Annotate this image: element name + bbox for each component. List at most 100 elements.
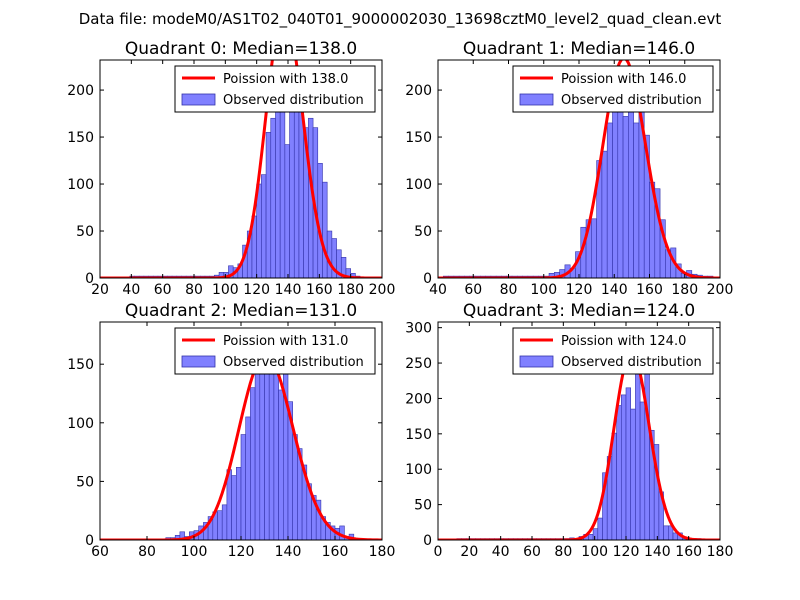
axes-frame bbox=[99, 59, 383, 279]
histogram-bar bbox=[633, 122, 640, 278]
legend: Poission with 124.0 Observed distribution bbox=[512, 327, 714, 375]
legend-line-label: Poission with 131.0 bbox=[223, 334, 348, 349]
x-tick-label: 20 bbox=[91, 282, 109, 298]
plot-area bbox=[438, 60, 720, 278]
histogram-bar bbox=[245, 416, 251, 540]
histogram-bar bbox=[284, 144, 290, 278]
histogram-bar bbox=[259, 352, 265, 540]
x-tick-label: 80 bbox=[185, 282, 203, 298]
x-tick-label: 40 bbox=[492, 544, 510, 560]
y-tick-label: 300 bbox=[405, 321, 432, 337]
legend-line-label: Poission with 146.0 bbox=[561, 72, 686, 87]
y-tick-label: 50 bbox=[414, 224, 432, 240]
y-tick-label: 100 bbox=[67, 177, 94, 193]
histogram-bar bbox=[265, 132, 272, 278]
histogram-bar bbox=[588, 534, 594, 540]
y-tick-label: 150 bbox=[405, 130, 432, 146]
poisson-curve bbox=[438, 60, 720, 278]
quadrant-3-panel: 0 20 40 60 80 100 120 140 160 180 0 50 100 150 200 250 3… bbox=[405, 301, 733, 560]
histogram-bar bbox=[659, 219, 666, 278]
y-tick-label: 150 bbox=[405, 427, 432, 443]
histogram-bar bbox=[597, 517, 603, 540]
histogram-bar bbox=[616, 405, 622, 540]
x-tick-label: 0 bbox=[434, 544, 443, 560]
plot-area bbox=[100, 60, 382, 278]
histogram-bar bbox=[179, 531, 185, 540]
legend-line-label: Poission with 138.0 bbox=[223, 72, 348, 87]
y-tick-label: 200 bbox=[405, 83, 432, 99]
histogram-bar bbox=[292, 434, 298, 540]
legend-bar-label: Observed distribution bbox=[223, 355, 364, 370]
x-tick-label: 140 bbox=[601, 282, 628, 298]
x-tick-label: 100 bbox=[181, 544, 208, 560]
x-tick-label: 80 bbox=[500, 282, 518, 298]
histogram-bar bbox=[625, 387, 631, 540]
x-tick-label: 200 bbox=[369, 282, 396, 298]
histogram-bar bbox=[236, 467, 242, 540]
figure-suptitle: Data file: modeM0/AS1T02_040T01_90000020… bbox=[79, 10, 722, 29]
y-tick-label: 50 bbox=[414, 498, 432, 514]
histogram-bar bbox=[273, 369, 279, 540]
x-tick-label: 120 bbox=[243, 282, 270, 298]
histogram-bar bbox=[268, 352, 275, 540]
x-tick-label: 40 bbox=[429, 282, 447, 298]
x-tick-label: 120 bbox=[228, 544, 255, 560]
histogram-bar bbox=[298, 108, 304, 278]
histogram-bar bbox=[601, 150, 608, 278]
y-tick-label: 250 bbox=[405, 356, 432, 372]
histogram-bar bbox=[231, 475, 237, 540]
histogram-bar bbox=[612, 110, 619, 278]
histogram-bar bbox=[617, 89, 624, 278]
y-tick-label: 50 bbox=[76, 224, 94, 240]
quadrant-1-panel: 40 60 80 100 120 140 160 180 200 0 50 100 150 200 Quad… bbox=[405, 39, 733, 298]
poisson-curve bbox=[100, 60, 382, 278]
axes-frame bbox=[437, 321, 721, 541]
histogram-bar bbox=[279, 91, 286, 278]
x-tick-label: 60 bbox=[464, 282, 482, 298]
y-tick-label: 200 bbox=[405, 391, 432, 407]
y-tick-label: 100 bbox=[67, 416, 94, 432]
y-tick-label: 0 bbox=[85, 533, 94, 549]
histogram-bar bbox=[622, 116, 629, 278]
x-tick-label: 160 bbox=[675, 544, 702, 560]
y-tick-label: 0 bbox=[85, 271, 94, 287]
chart-title: Quadrant 3: Median=124.0 bbox=[463, 301, 695, 321]
x-tick-label: 100 bbox=[581, 544, 608, 560]
x-tick-label: 80 bbox=[554, 544, 572, 560]
x-tick-label: 140 bbox=[275, 544, 302, 560]
y-tick-label: 200 bbox=[67, 83, 94, 99]
histogram-bar bbox=[278, 389, 284, 540]
y-tick-label: 50 bbox=[76, 474, 94, 490]
x-tick-label: 180 bbox=[671, 282, 698, 298]
plot-area bbox=[438, 337, 720, 540]
histogram-bar bbox=[264, 349, 270, 540]
y-tick-label: 150 bbox=[67, 130, 94, 146]
x-tick-label: 160 bbox=[306, 282, 333, 298]
x-tick-label: 60 bbox=[154, 282, 172, 298]
x-tick-label: 120 bbox=[613, 544, 640, 560]
histogram-bar bbox=[639, 401, 646, 540]
legend-box bbox=[174, 327, 376, 375]
x-tick-label: 60 bbox=[523, 544, 541, 560]
y-tick-label: 150 bbox=[67, 357, 94, 373]
quadrant-2-panel: 60 80 100 120 140 160 180 0 50 100 150 Quadrant 2: … bbox=[67, 301, 395, 560]
x-tick-label: 200 bbox=[707, 282, 734, 298]
legend-bar-swatch bbox=[519, 355, 554, 368]
legend: Poission with 131.0 Observed distribution bbox=[174, 327, 376, 375]
x-tick-label: 40 bbox=[122, 282, 140, 298]
x-tick-label: 140 bbox=[644, 544, 671, 560]
legend-line-label: Poission with 124.0 bbox=[561, 334, 686, 349]
legend-bar-swatch bbox=[519, 93, 554, 106]
histogram-bar bbox=[611, 432, 617, 540]
legend-bar-label: Observed distribution bbox=[223, 93, 364, 108]
histogram-bar bbox=[326, 230, 333, 278]
chart-title: Quadrant 1: Median=146.0 bbox=[463, 39, 695, 59]
histogram-bar bbox=[250, 387, 256, 540]
quadrant-0-panel: 20 40 60 80 100 120 140 160 180 200050100150200Qu… bbox=[67, 39, 396, 298]
histogram-bar bbox=[322, 181, 328, 278]
histogram-bar bbox=[270, 117, 276, 278]
histogram-bar bbox=[293, 89, 300, 278]
x-tick-label: 140 bbox=[275, 282, 302, 298]
x-tick-label: 100 bbox=[530, 282, 557, 298]
